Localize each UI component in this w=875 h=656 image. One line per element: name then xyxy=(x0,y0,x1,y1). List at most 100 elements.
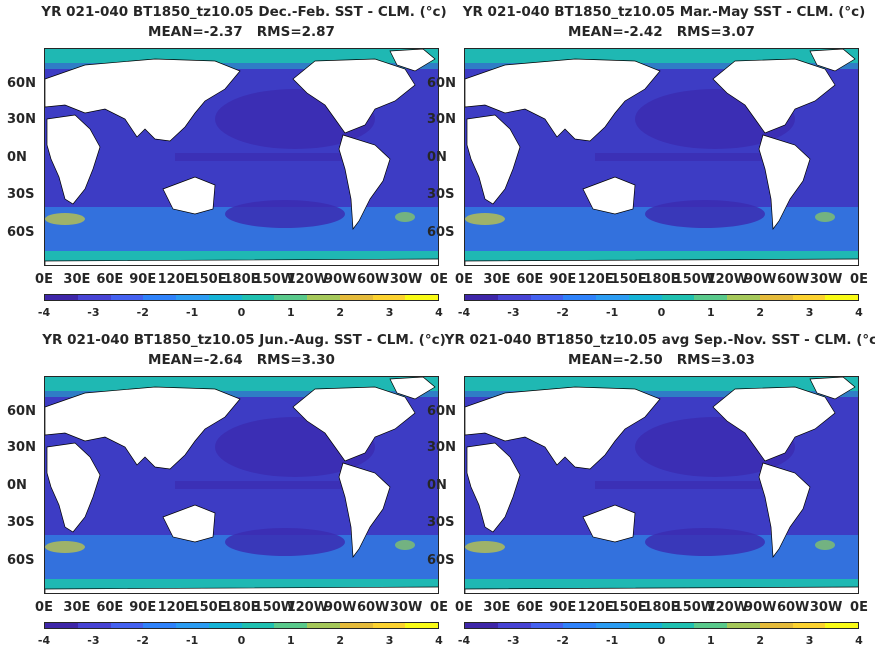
colorbar-swatch xyxy=(759,623,793,628)
antarctica-landmass xyxy=(465,258,858,265)
eurasia-landmass xyxy=(45,58,241,142)
longitude-label: 120W xyxy=(286,272,329,287)
colorbar-swatch xyxy=(727,295,760,300)
arctic-edge xyxy=(465,63,858,69)
longitude-label: 30E xyxy=(483,600,511,615)
colorbar-swatch xyxy=(530,623,564,628)
colorbar-swatch xyxy=(792,295,826,300)
colorbar-swatch xyxy=(372,295,406,300)
colorbar-swatch xyxy=(45,295,78,300)
longitude-label: 60W xyxy=(776,600,810,615)
longitude-label: 30E xyxy=(483,272,511,287)
panel-title: YR 021-040 BT1850_tz10.05 Jun.-Aug. SST … xyxy=(42,332,446,348)
map-panel-djf: YR 021-040 BT1850_tz10.05 Dec.-Feb. SST … xyxy=(7,4,448,326)
colorbar-swatch xyxy=(45,623,78,628)
colorbar-swatch xyxy=(465,295,498,300)
colorbar xyxy=(464,622,859,629)
longitude-label: 0E xyxy=(430,272,448,287)
latitude-label: 30N xyxy=(427,440,456,455)
longitude-label: 30W xyxy=(389,272,423,287)
latitude-label: 30S xyxy=(427,187,455,202)
warm-patch xyxy=(815,540,835,550)
longitude-label: 120E xyxy=(577,600,614,615)
longitude-label: 180E xyxy=(643,600,680,615)
colorbar-tick-label: 3 xyxy=(385,634,394,647)
longitude-label: 120W xyxy=(706,600,749,615)
longitude-label: 150W xyxy=(673,600,716,615)
longitude-label: 30E xyxy=(63,600,91,615)
longitude-label: 150E xyxy=(610,272,647,287)
colorbar-swatch xyxy=(372,623,406,628)
panel-stats: MEAN=-2.64 RMS=3.30 xyxy=(44,352,439,368)
africa-landmass xyxy=(46,442,101,533)
longitude-label: 0E xyxy=(35,272,53,287)
longitude-label: 180E xyxy=(223,272,260,287)
colorbar-swatch xyxy=(563,623,596,628)
north-america-landmass xyxy=(292,58,416,134)
equatorial-cool xyxy=(175,153,375,161)
longitude-label: 30W xyxy=(389,600,423,615)
arctic-edge xyxy=(45,391,438,397)
panel-stats: MEAN=-2.50 RMS=3.03 xyxy=(464,352,859,368)
colorbar xyxy=(44,622,439,629)
colorbar-tick-label: 0 xyxy=(657,306,666,319)
colorbar-swatch xyxy=(596,623,629,628)
rms-value: RMS=3.07 xyxy=(676,24,755,40)
colorbar-tick-label: 4 xyxy=(855,634,863,647)
colorbar-swatch xyxy=(339,295,373,300)
sst-anomaly-map xyxy=(464,48,859,266)
africa-landmass xyxy=(466,442,521,533)
rms-value: RMS=3.30 xyxy=(256,352,335,368)
colorbar-swatch xyxy=(77,295,111,300)
warm-patch xyxy=(395,540,415,550)
latitude-label: 60N xyxy=(427,76,456,91)
colorbar-swatch xyxy=(628,623,662,628)
sst-anomaly-map xyxy=(464,376,859,594)
latitude-label: 30N xyxy=(7,440,36,455)
longitude-label: 120E xyxy=(157,600,194,615)
colorbar-tick-label: -2 xyxy=(136,634,149,647)
colorbar-tick-label: 4 xyxy=(435,634,443,647)
south-pacific-cool xyxy=(225,200,345,228)
longitude-axis: 0E 30E 60E 90E 120E 150E 180E 150W 120W 90W 60W 30W… xyxy=(35,600,448,616)
south-pacific-cool xyxy=(645,200,765,228)
longitude-label: 90E xyxy=(549,600,577,615)
longitude-label: 150W xyxy=(253,600,296,615)
panel-stats: MEAN=-2.37 RMS=2.87 xyxy=(44,24,439,40)
longitude-label: 150W xyxy=(673,272,716,287)
south-pacific-cool xyxy=(225,528,345,556)
longitude-label: 60E xyxy=(96,272,124,287)
colorbar-swatch xyxy=(241,623,275,628)
longitude-axis: 0E 30E 60E 90E 120E 150E 180E 150W 120W 90W 60W 30W… xyxy=(455,272,868,288)
colorbar-tick-label: -3 xyxy=(87,634,100,647)
arctic-band xyxy=(465,377,858,391)
colorbar-tick-label: 0 xyxy=(657,634,666,647)
australia-landmass xyxy=(582,176,636,215)
south-america-landmass xyxy=(338,134,391,230)
australia-landmass xyxy=(582,504,636,543)
latitude-label: 60N xyxy=(7,76,36,91)
latitude-label: 30S xyxy=(427,515,455,530)
colorbar-swatch xyxy=(759,295,793,300)
latitude-label: 30N xyxy=(7,112,36,127)
colorbar-tick-label: -3 xyxy=(507,634,520,647)
arctic-band xyxy=(45,377,438,391)
colorbar-ticks: -4 -3 -2 -1 0 1 2 3 4 xyxy=(458,306,863,320)
colorbar-tick-label: -1 xyxy=(606,634,619,647)
colorbar-swatch xyxy=(208,295,242,300)
equatorial-cool xyxy=(595,481,795,489)
colorbar-swatch xyxy=(307,295,340,300)
greenland-landmass xyxy=(809,377,856,400)
latitude-label: 60S xyxy=(7,553,35,568)
panel-stats: MEAN=-2.42 RMS=3.07 xyxy=(464,24,859,40)
colorbar-tick-label: 2 xyxy=(756,306,765,319)
longitude-label: 150E xyxy=(610,600,647,615)
longitude-label: 0E xyxy=(430,600,448,615)
longitude-axis: 0E 30E 60E 90E 120E 150E 180E 150W 120W 90W 60W 30W… xyxy=(35,272,448,288)
colorbar-tick-label: 0 xyxy=(237,634,246,647)
latitude-label: 60N xyxy=(427,404,456,419)
south-america-landmass xyxy=(338,462,391,558)
panel-title: YR 021-040 BT1850_tz10.05 Mar.-May SST -… xyxy=(462,4,866,20)
colorbar-tick-label: -1 xyxy=(606,306,619,319)
australia-landmass xyxy=(162,176,216,215)
